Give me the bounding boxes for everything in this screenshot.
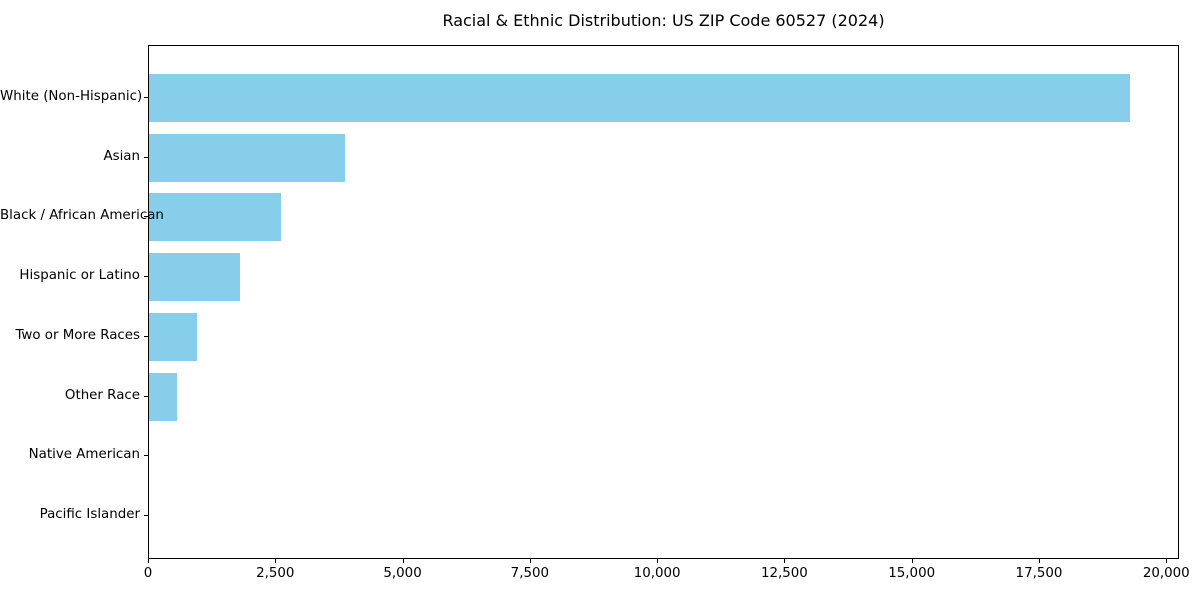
- x-axis-tick-label: 12,500: [760, 566, 808, 581]
- y-axis-category-label: Black / African American: [0, 208, 164, 224]
- bar: [149, 253, 240, 302]
- x-tick-mark: [275, 559, 277, 563]
- chart-title: Racial & Ethnic Distribution: US ZIP Cod…: [442, 11, 885, 30]
- y-tick-mark: [144, 156, 148, 158]
- x-tick-mark: [529, 559, 531, 563]
- bar: [149, 193, 281, 242]
- x-tick-mark: [1166, 559, 1168, 563]
- x-axis-tick-label: 10,000: [633, 566, 681, 581]
- bar: [149, 372, 177, 421]
- x-tick-mark: [1038, 559, 1040, 563]
- x-axis-tick-label: 20,000: [1142, 566, 1190, 581]
- x-axis-tick-label: 2,500: [256, 566, 295, 581]
- x-axis-tick-label: 5,000: [383, 566, 422, 581]
- y-axis-category-label: Two or More Races: [15, 327, 140, 343]
- y-tick-mark: [144, 216, 148, 218]
- y-tick-mark: [144, 97, 148, 98]
- x-tick-mark: [784, 559, 786, 563]
- bar: [149, 133, 345, 182]
- y-axis-category-label: Hispanic or Latino: [19, 268, 140, 284]
- bar: [149, 312, 198, 361]
- y-axis-category-label: White (Non-Hispanic): [0, 89, 143, 104]
- x-axis-tick-label: 7,500: [510, 566, 550, 581]
- x-axis-tick-label: 15,000: [888, 566, 936, 581]
- y-axis-category-label: Pacific Islander: [39, 506, 140, 522]
- bar: [149, 74, 1130, 122]
- y-tick-mark: [144, 514, 148, 516]
- x-tick-mark: [657, 559, 659, 563]
- plot-area: [148, 45, 1179, 559]
- x-axis-tick-label: 17,500: [1015, 566, 1063, 581]
- y-axis-category-label: Asian: [103, 148, 140, 164]
- y-tick-mark: [144, 335, 148, 337]
- x-tick-mark: [402, 559, 404, 563]
- y-tick-mark: [144, 455, 148, 457]
- y-axis-category-label: Other Race: [64, 387, 140, 403]
- y-tick-mark: [144, 395, 148, 397]
- x-axis-tick-label: 0: [143, 566, 153, 581]
- x-tick-mark: [148, 559, 149, 563]
- y-tick-mark: [144, 276, 148, 278]
- x-tick-mark: [911, 559, 913, 563]
- y-axis-category-label: Native American: [28, 447, 140, 463]
